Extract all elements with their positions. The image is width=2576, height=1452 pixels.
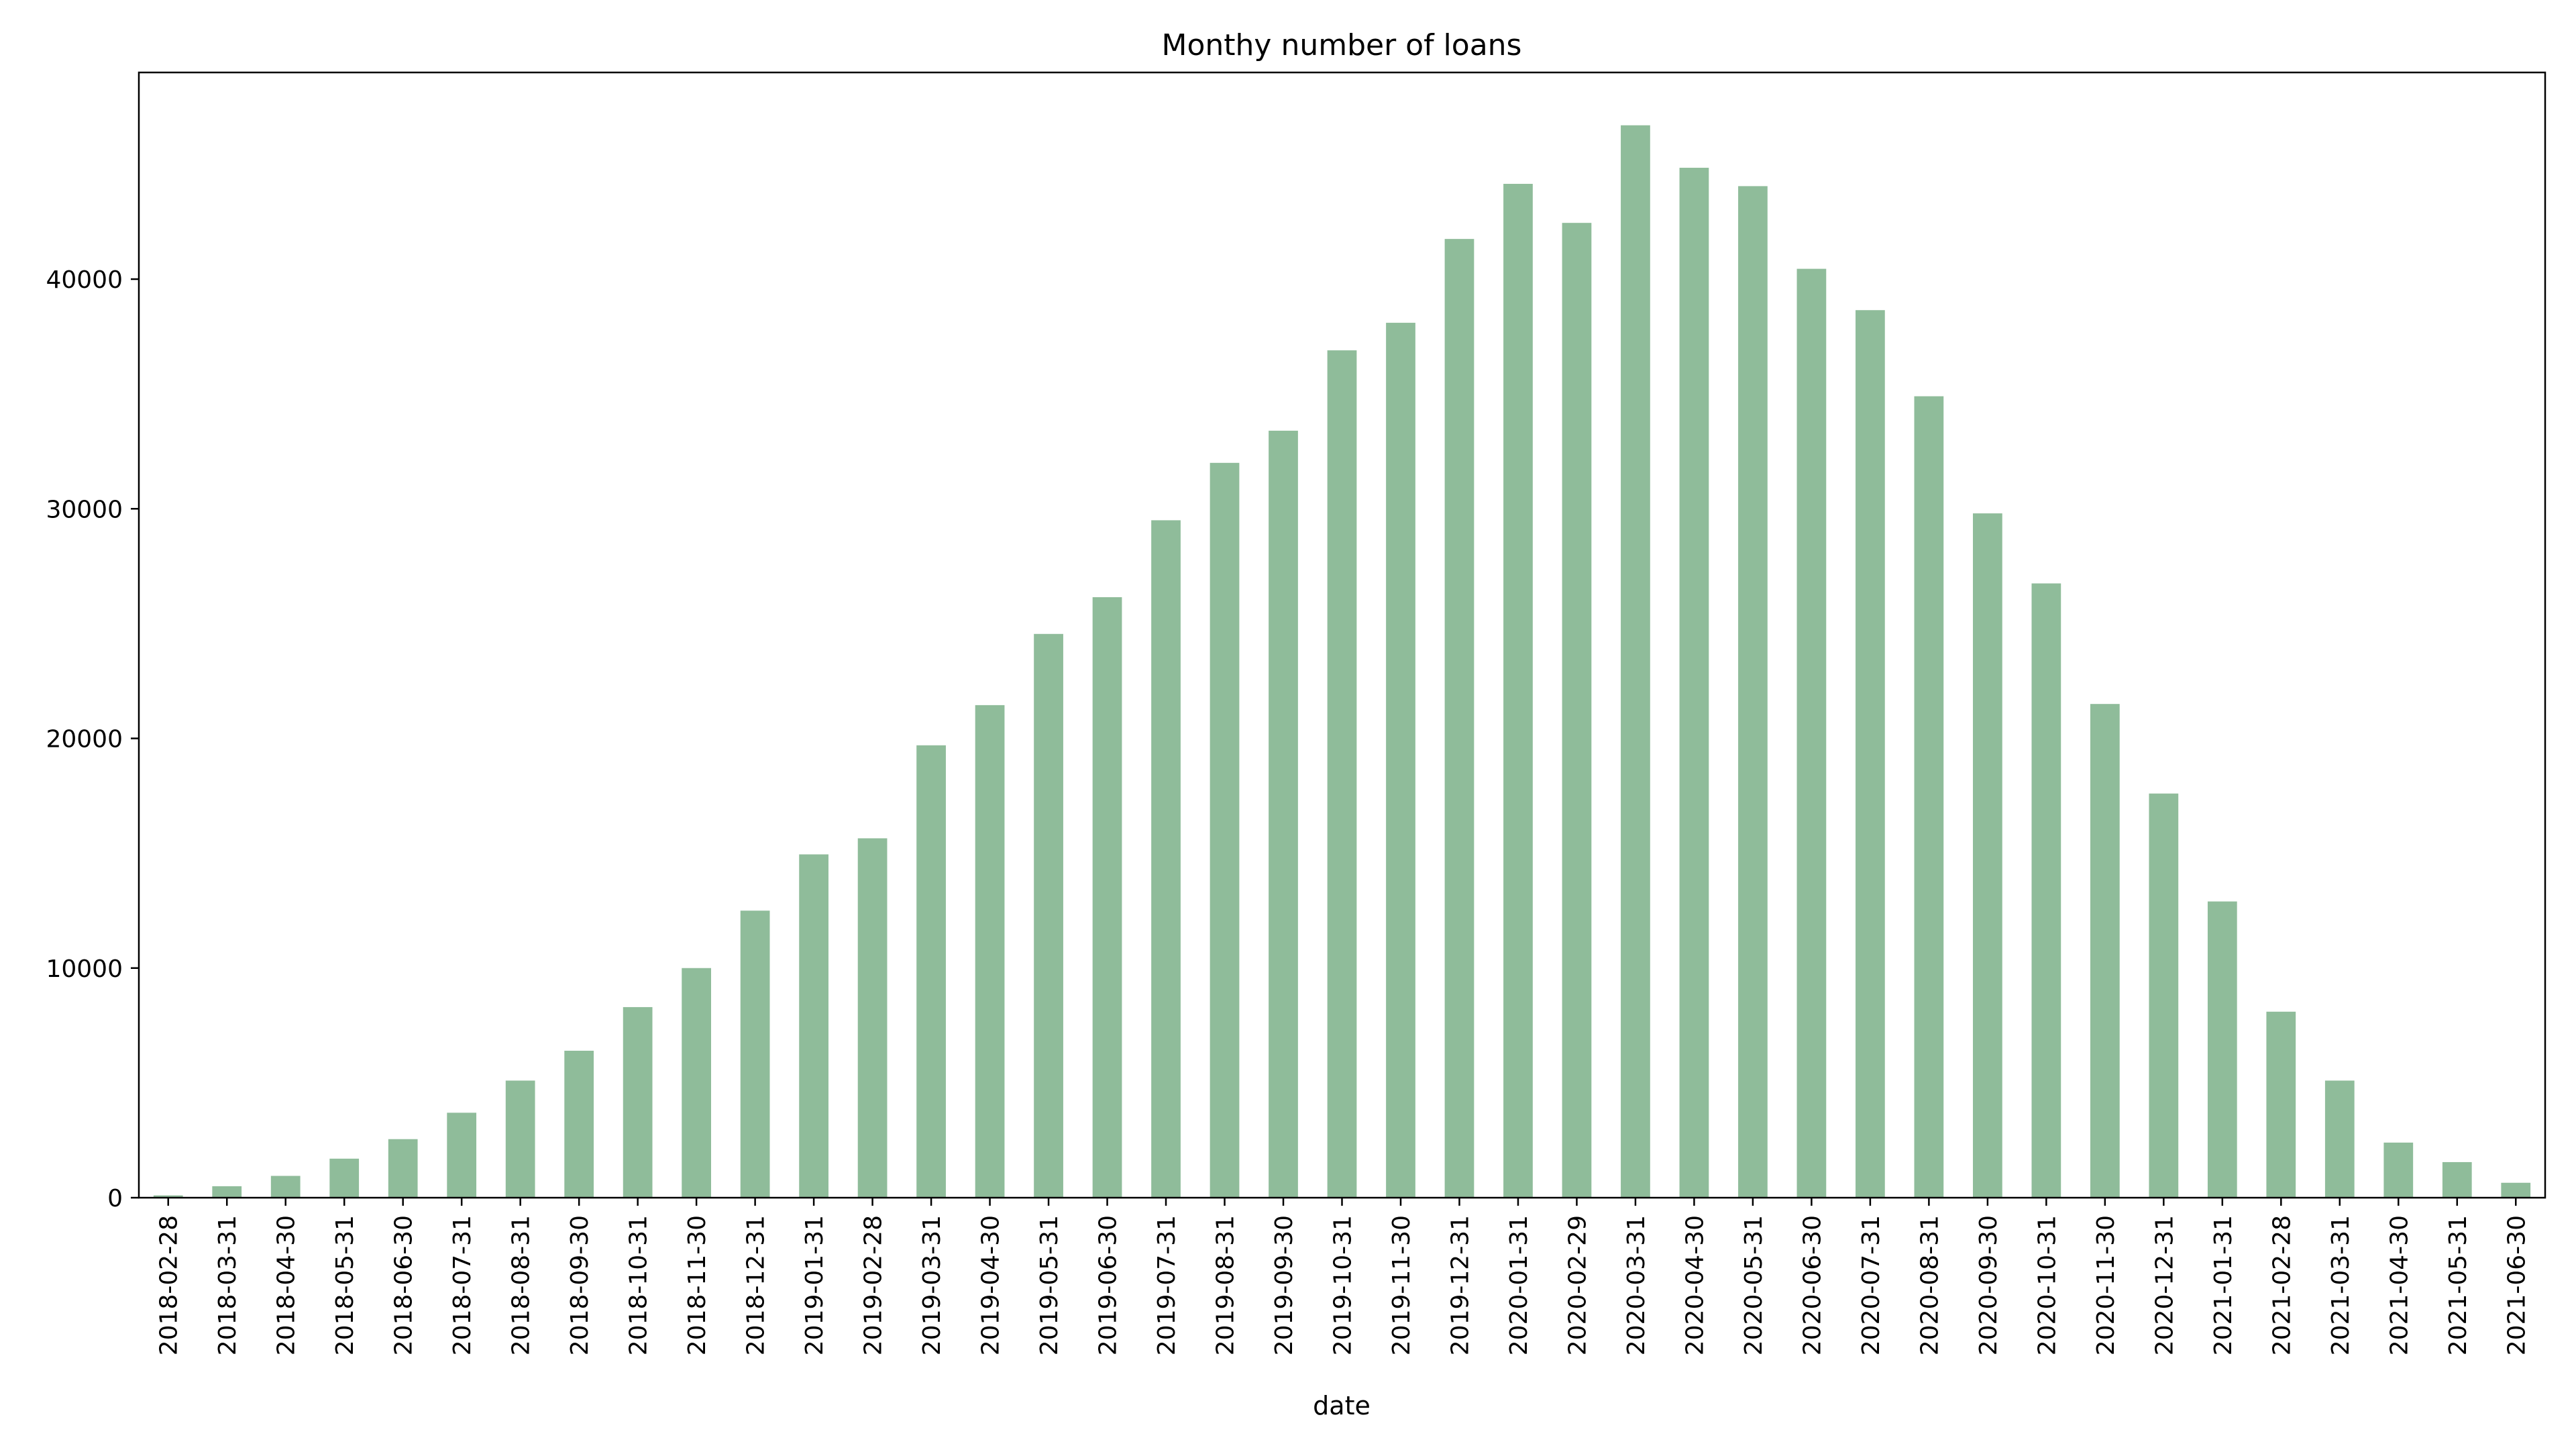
x-tick-label: 2019-05-31 [1036, 1215, 1063, 1355]
bar-2020-02-29 [1562, 223, 1592, 1198]
bar-2018-11-30 [682, 968, 712, 1198]
bar-2021-06-30 [2501, 1182, 2531, 1198]
x-tick-label: 2018-05-31 [331, 1215, 359, 1355]
bar-2018-02-28 [153, 1195, 183, 1198]
bar-2020-01-31 [1503, 183, 1533, 1198]
x-tick-label: 2018-06-30 [390, 1215, 418, 1355]
y-tick-label: 40000 [46, 266, 123, 294]
bar-2019-02-28 [857, 838, 888, 1198]
x-tick-label: 2018-12-31 [743, 1215, 770, 1355]
x-tick-label: 2021-06-30 [2503, 1215, 2530, 1355]
bar-2020-09-30 [1972, 513, 2002, 1198]
x-tick-label: 2018-08-31 [508, 1215, 535, 1355]
bar-2019-06-30 [1092, 597, 1122, 1198]
x-tick-label: 2021-01-31 [2210, 1215, 2237, 1355]
x-tick-label: 2020-02-29 [1564, 1215, 1591, 1355]
x-tick-label: 2019-09-30 [1271, 1215, 1298, 1355]
bar-2019-04-30 [975, 705, 1005, 1198]
bar-2021-04-30 [2383, 1142, 2414, 1198]
y-axis: 0 10000 20000 30000 40000 [46, 266, 139, 1212]
bar-2018-10-31 [623, 1006, 653, 1198]
x-tick-label: 2020-11-30 [2092, 1215, 2120, 1355]
bar-2021-03-31 [2324, 1080, 2355, 1198]
bars-layer [153, 125, 2531, 1198]
y-tick-label: 0 [107, 1185, 123, 1212]
x-tick-label: 2019-12-31 [1446, 1215, 1474, 1355]
x-axis: 2018-02-28 2018-03-31 2018-04-30 2018-05-31… [156, 1198, 2530, 1355]
y-tick-label: 10000 [46, 955, 123, 983]
bar-2021-01-31 [2207, 901, 2237, 1198]
bar-2018-12-31 [740, 911, 770, 1198]
bar-2020-11-30 [2090, 704, 2120, 1198]
bar-2020-06-30 [1796, 268, 1827, 1198]
bar-2019-01-31 [799, 854, 828, 1198]
x-tick-label: 2020-07-31 [1858, 1215, 1885, 1355]
x-tick-label: 2020-06-30 [1799, 1215, 1826, 1355]
x-tick-label: 2019-07-31 [1153, 1215, 1181, 1355]
x-tick-label: 2018-03-31 [214, 1215, 241, 1355]
bar-2020-07-31 [1856, 310, 1885, 1198]
x-tick-label: 2020-03-31 [1623, 1215, 1650, 1355]
x-axis-label: date [1313, 1391, 1371, 1420]
bar-2018-05-31 [329, 1158, 360, 1198]
bar-2018-04-30 [270, 1176, 301, 1198]
x-tick-label: 2019-08-31 [1212, 1215, 1240, 1355]
bar-2020-12-31 [2149, 793, 2179, 1198]
x-tick-label: 2018-09-30 [566, 1215, 594, 1355]
y-tick-label: 30000 [46, 496, 123, 523]
bar-2020-08-31 [1914, 396, 1944, 1198]
x-tick-label: 2020-10-31 [2033, 1215, 2061, 1355]
x-tick-label: 2021-02-28 [2268, 1215, 2296, 1355]
x-tick-label: 2018-10-31 [625, 1215, 653, 1355]
x-tick-label: 2018-04-30 [273, 1215, 301, 1355]
bar-2019-07-31 [1151, 520, 1181, 1198]
x-tick-label: 2018-07-31 [449, 1215, 476, 1355]
bar-2018-06-30 [388, 1139, 418, 1198]
bar-2018-07-31 [447, 1112, 477, 1198]
x-tick-label: 2018-02-28 [156, 1215, 183, 1355]
x-tick-label: 2020-01-31 [1505, 1215, 1533, 1355]
bar-2019-11-30 [1386, 323, 1415, 1198]
bar-2021-02-28 [2266, 1011, 2296, 1198]
bar-2019-12-31 [1444, 239, 1474, 1198]
x-tick-label: 2019-11-30 [1388, 1215, 1415, 1355]
x-tick-label: 2020-08-31 [1916, 1215, 1943, 1355]
bar-2020-04-30 [1679, 168, 1709, 1198]
x-tick-label: 2019-03-31 [918, 1215, 946, 1355]
bar-2018-09-30 [564, 1050, 594, 1198]
x-tick-label: 2021-04-30 [2385, 1215, 2413, 1355]
x-tick-label: 2019-04-30 [977, 1215, 1005, 1355]
bar-2020-03-31 [1621, 125, 1650, 1198]
x-tick-label: 2020-05-31 [1740, 1215, 1768, 1355]
bar-2019-08-31 [1210, 462, 1240, 1198]
bar-2019-09-30 [1269, 430, 1298, 1198]
bar-2021-05-31 [2442, 1161, 2472, 1198]
bar-2019-03-31 [916, 745, 946, 1198]
plot-frame [138, 71, 2546, 1199]
chart-title: Monthy number of loans [1162, 28, 1522, 62]
y-tick-label: 20000 [46, 726, 123, 754]
bar-2018-03-31 [212, 1186, 242, 1198]
x-tick-label: 2018-11-30 [684, 1215, 711, 1355]
x-tick-label: 2019-01-31 [801, 1215, 828, 1355]
x-tick-label: 2020-09-30 [1975, 1215, 2002, 1355]
x-tick-label: 2019-10-31 [1330, 1215, 1357, 1355]
bar-2020-05-31 [1738, 186, 1768, 1198]
x-tick-label: 2019-02-28 [860, 1215, 888, 1355]
bar-2020-10-31 [2031, 583, 2061, 1198]
bar-2019-05-31 [1034, 633, 1063, 1198]
bar-2019-10-31 [1327, 350, 1357, 1198]
x-tick-label: 2020-12-31 [2151, 1215, 2178, 1355]
x-tick-label: 2020-04-30 [1681, 1215, 1709, 1355]
x-tick-label: 2021-03-31 [2327, 1215, 2355, 1355]
x-tick-label: 2021-05-31 [2445, 1215, 2472, 1355]
x-tick-label: 2019-06-30 [1095, 1215, 1122, 1355]
bar-2018-08-31 [505, 1080, 535, 1198]
